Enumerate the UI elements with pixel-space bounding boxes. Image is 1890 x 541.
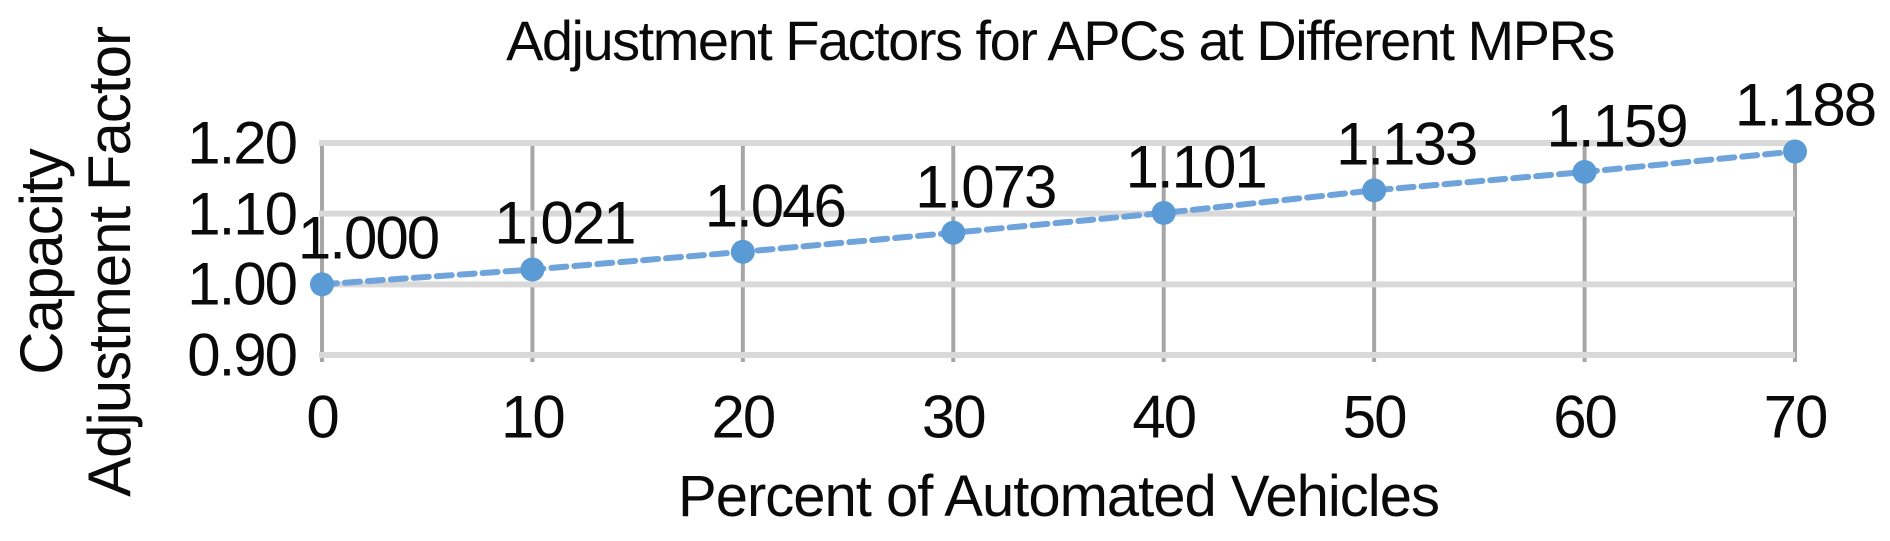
data-label: 1.159 bbox=[1546, 92, 1688, 160]
x-tick-label: 20 bbox=[711, 383, 776, 451]
x-tick-label: 0 bbox=[306, 383, 339, 451]
y-tick-label: 1.20 bbox=[187, 109, 298, 177]
data-label: 1.133 bbox=[1336, 110, 1478, 178]
data-point-marker bbox=[520, 257, 545, 282]
x-tick-label: 50 bbox=[1342, 383, 1408, 451]
series-dashed-line bbox=[319, 148, 1798, 288]
data-point-marker bbox=[1572, 159, 1597, 184]
x-tick-label: 60 bbox=[1553, 383, 1618, 451]
x-tick-label: 30 bbox=[921, 383, 987, 451]
data-label: 1.188 bbox=[1734, 71, 1877, 139]
y-tick-label: 1.00 bbox=[187, 250, 298, 318]
data-label: 1.046 bbox=[704, 172, 847, 240]
x-tick-label: 10 bbox=[501, 383, 566, 451]
y-tick-label: 1.10 bbox=[187, 180, 298, 248]
data-label: 1.101 bbox=[1125, 133, 1268, 201]
y-axis-title: Capacity Adjustment Factor bbox=[8, 27, 144, 497]
chart-title: Adjustment Factors for APCs at Different… bbox=[506, 9, 1615, 72]
data-label: 1.073 bbox=[915, 153, 1057, 221]
data-label: 1.000 bbox=[297, 204, 440, 272]
data-point-marker bbox=[941, 220, 966, 245]
x-axis-title: Percent of Automated Vehicles bbox=[678, 464, 1440, 529]
x-tick-label: 70 bbox=[1763, 383, 1829, 451]
y-tick-label: 0.90 bbox=[187, 321, 298, 389]
x-tick-label: 40 bbox=[1132, 383, 1197, 451]
data-point-marker bbox=[1362, 178, 1387, 203]
data-point-marker bbox=[1783, 139, 1807, 164]
y-axis-title-line-1: Capacity bbox=[8, 149, 75, 375]
data-point-marker bbox=[310, 272, 334, 297]
data-point-marker bbox=[730, 239, 755, 264]
y-axis-title-line-2: Adjustment Factor bbox=[76, 27, 143, 497]
data-point-marker bbox=[1151, 200, 1176, 225]
data-label: 1.021 bbox=[494, 189, 636, 257]
